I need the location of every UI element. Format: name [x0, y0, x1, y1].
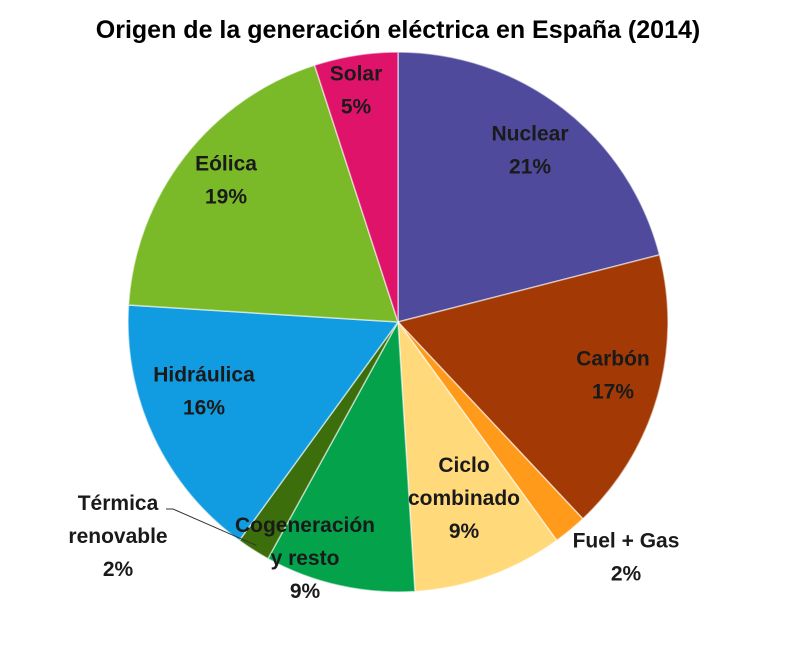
pie-labels: Nuclear 21% Carbón 17% Fuel + Gas 2% Ciclo comb… [68, 63, 679, 604]
slice-label: Térmica renovable 2% [68, 492, 167, 581]
slice-label-line: 9% [290, 580, 321, 603]
slice-label: Ciclo combinado 9% [408, 454, 520, 543]
slice-label-line: 2% [611, 563, 642, 586]
slice-label-line: Cogeneración [235, 514, 375, 537]
slice-label: Cogeneración y resto 9% [235, 514, 375, 603]
slice-label-line: Ciclo [438, 454, 489, 477]
chart-title: Origen de la generación eléctrica en Esp… [96, 16, 700, 44]
slice-label-line: 17% [592, 381, 634, 404]
slice-label-line: Solar [330, 63, 383, 86]
slice-label-line: Térmica [78, 492, 159, 515]
leader-line [166, 508, 257, 546]
slice-label: Fuel + Gas 2% [573, 530, 680, 586]
slice-label-line: Fuel + Gas [573, 530, 680, 553]
slice-label-line: Nuclear [491, 123, 568, 146]
slice-label-line: 2% [103, 558, 134, 581]
slice-label: Solar 5% [330, 63, 383, 119]
pie-slice-nuclear [397, 51, 661, 323]
slice-label-line: 16% [183, 397, 225, 420]
slice-label-line: Hidráulica [153, 364, 255, 387]
pie-slice-eólica [127, 64, 400, 323]
slice-label: Nuclear 21% [491, 123, 568, 179]
slice-label-line: 5% [341, 96, 372, 119]
slice-label-line: 19% [205, 186, 247, 209]
slice-label: Hidráulica 16% [153, 364, 255, 420]
slice-label-line: y resto [271, 547, 340, 570]
pie-slice-solar [313, 51, 399, 323]
pie-slice-carbón [396, 253, 669, 520]
slice-label-line: 21% [509, 156, 551, 179]
slice-label-line: combinado [408, 487, 520, 510]
pie-slice-ciclo-combinado [397, 319, 558, 593]
slice-label: Eólica 19% [195, 153, 257, 209]
pie-slice-cogeneración-y-resto [266, 319, 416, 593]
slice-label-line: Carbón [576, 348, 650, 371]
pie-slice-hidráulica [127, 304, 400, 542]
slice-label-line: renovable [68, 525, 167, 548]
slice-label-line: 9% [449, 520, 480, 543]
pie-slices [127, 51, 669, 593]
slice-label: Carbón 17% [576, 348, 650, 404]
slice-label-line: Eólica [195, 153, 257, 176]
